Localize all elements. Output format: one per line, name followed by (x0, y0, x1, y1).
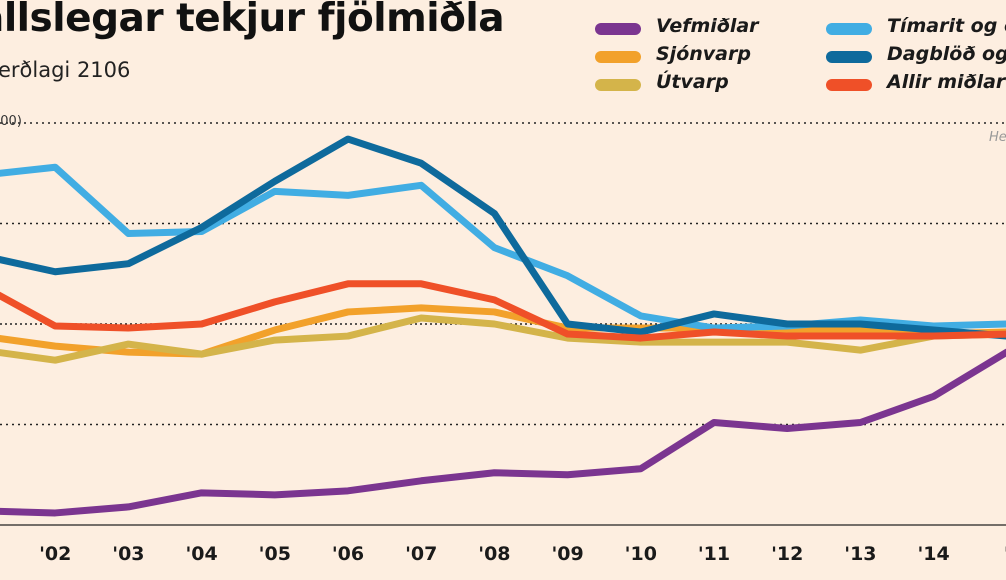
legend-label: Vefmiðlar (656, 15, 759, 37)
x-axis-ticks: '02 '03 '04 '05 '06 '07 '08 '09 '10 '11 '12 '13 '14 ' (39, 543, 1006, 565)
x-tick-label: '12 (771, 543, 803, 565)
legend-label: Tímarit og ö (887, 15, 1006, 37)
series-line-allir-mi-lar (0, 280, 1006, 342)
x-tick-label: '08 (478, 543, 510, 565)
source-note: He (989, 130, 1006, 145)
series-lines (0, 135, 1006, 517)
series-line-vefmi-lar (0, 348, 1006, 517)
legend-label: Dagblöð og (887, 43, 1006, 65)
chart-subtitle: erðlagi 2106 (0, 58, 131, 82)
legend-swatch (826, 79, 872, 91)
legend-swatch (595, 23, 641, 35)
x-tick-label: '04 (185, 543, 217, 565)
legend-label: Allir miðlar (887, 71, 1006, 93)
chart-title: allslegar tekjur fjölmiðla (0, 0, 505, 41)
x-tick-label: '09 (551, 543, 583, 565)
legend-swatch (826, 23, 872, 35)
series-line-dagbl-og-fr-bl- (0, 135, 1006, 340)
x-tick-label: '02 (39, 543, 71, 565)
x-tick-label: '14 (917, 543, 949, 565)
x-tick-label: '11 (698, 543, 730, 565)
series-line--tvarp (0, 314, 1006, 364)
x-tick-label: '05 (259, 543, 291, 565)
x-tick-label: '06 (332, 543, 364, 565)
x-tick-label: '03 (112, 543, 144, 565)
legend-swatch (595, 79, 641, 91)
legend-swatch (826, 51, 872, 63)
gridlines (0, 122, 1006, 526)
x-tick-label: ' (1004, 543, 1006, 565)
x-tick-label: '10 (625, 543, 657, 565)
x-tick-label: '13 (844, 543, 876, 565)
y-axis-label: 100) (0, 114, 22, 129)
x-tick-label: '07 (405, 543, 437, 565)
series-line-sj-nvarp (0, 304, 1006, 358)
legend-label: Útvarp (656, 71, 729, 93)
legend-label: Sjónvarp (656, 43, 751, 65)
legend-swatch (595, 51, 641, 63)
